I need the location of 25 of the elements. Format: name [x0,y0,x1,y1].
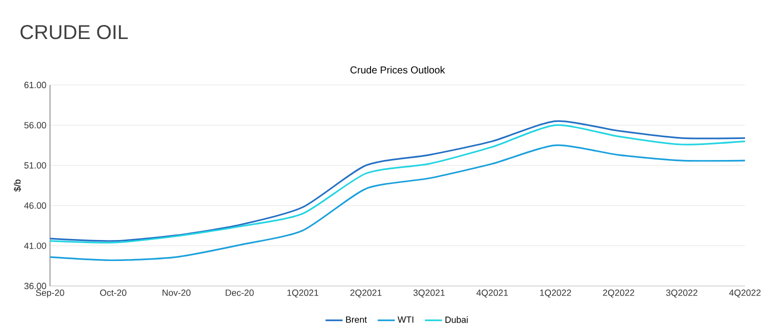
x-tick-label: Oct-20 [100,290,126,296]
legend-label: WTI [398,316,414,323]
y-tick-label: 61.00 [24,82,46,88]
x-tick-label: 2Q2021 [350,290,382,298]
x-tick-label: Sep-20 [36,290,64,298]
x-tick-label: 4Q2021 [476,290,508,298]
x-tick-label: 3Q2022 [666,290,698,298]
y-tick-label: 56.00 [24,122,46,128]
x-tick-label: 1Q2022 [540,290,572,298]
legend-label: Dubai [445,316,468,323]
x-tick-label: Nov-20 [162,290,191,296]
line-series [49,144,746,262]
x-tick-label: Dec-20 [226,290,254,296]
y-tick-label: 41.00 [24,242,46,249]
x-tick-label: 1Q2021 [287,290,318,298]
x-tick-label: 4Q2022 [729,290,761,298]
y-tick-label: 51.00 [24,162,46,169]
legend-label: Brent [346,316,367,323]
chart-title: CRUDE OIL [20,25,128,40]
x-tick-label: 2Q2022 [603,290,634,298]
y-tick-label: 46.00 [24,202,46,209]
x-tick-label: 3Q2021 [413,290,445,298]
y-axis-title: $/b [14,180,22,192]
y-tick-label: 36.00 [24,282,46,290]
chart-subtitle: Crude Prices Outlook [350,66,446,74]
